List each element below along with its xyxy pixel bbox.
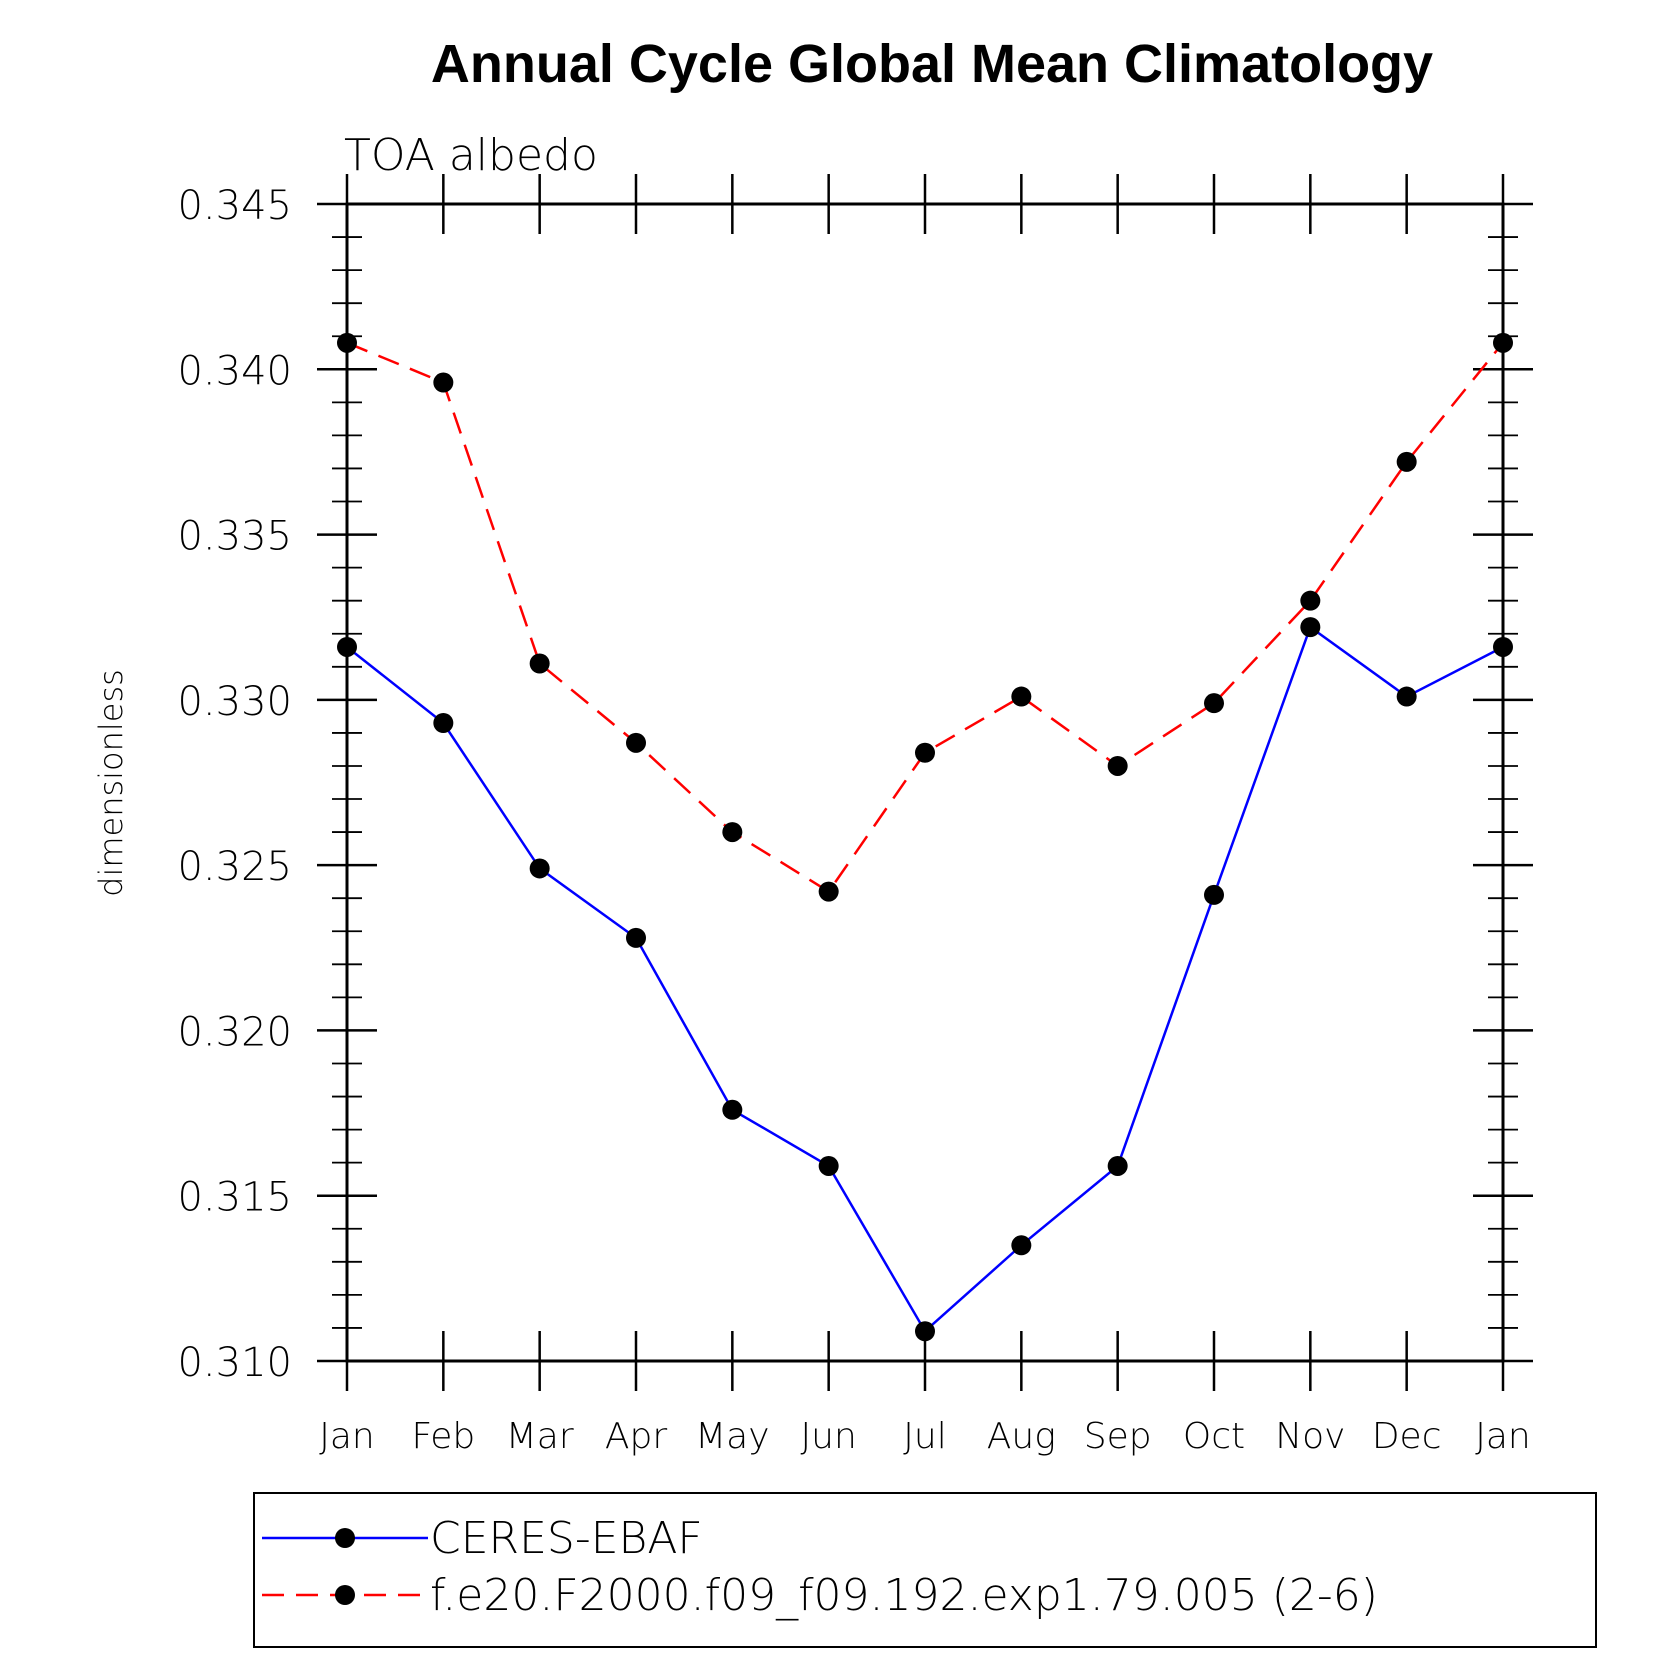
legend: CERES-EBAF f.e20.F2000.f09_f09.192.exp1.… xyxy=(253,1492,1597,1648)
legend-marker-model xyxy=(335,1585,355,1605)
series-0-point xyxy=(722,1099,743,1120)
x-tick-label: Feb xyxy=(411,1416,475,1457)
x-tick-label: Oct xyxy=(1183,1416,1245,1457)
series-0-point xyxy=(1011,1235,1032,1256)
series-1-point xyxy=(818,881,839,902)
x-tick-label: Jan xyxy=(1475,1416,1531,1457)
series-1-point xyxy=(1107,755,1128,776)
y-tick-label: 0.340 xyxy=(177,348,292,394)
series-1-point xyxy=(1011,686,1032,707)
x-tick-label: Dec xyxy=(1372,1416,1442,1457)
y-tick-label: 0.335 xyxy=(177,514,292,560)
chart-title: Annual Cycle Global Mean Climatology xyxy=(431,34,1433,94)
y-tick-label: 0.345 xyxy=(177,183,292,229)
x-tick-label: Jan xyxy=(319,1416,375,1457)
series-1-point xyxy=(1300,590,1321,611)
x-tick-label: Nov xyxy=(1275,1416,1345,1457)
x-tick-label: May xyxy=(695,1416,769,1457)
series-1-point xyxy=(529,653,550,674)
series-line-1 xyxy=(346,341,1504,894)
axis-ticks: 0.310 0.315 0.320 0.325 0.330 0.335 0.340 0.345… xyxy=(177,174,1533,1457)
legend-label-ceres: CERES-EBAF xyxy=(430,1513,703,1564)
y-tick-label: 0.310 xyxy=(177,1340,292,1386)
series-1-point xyxy=(915,742,935,763)
series-0-point xyxy=(1107,1155,1128,1176)
legend-box xyxy=(253,1492,1597,1648)
series-0-point xyxy=(915,1321,935,1342)
y-tick-label: 0.315 xyxy=(177,1175,292,1221)
legend-label-model: f.e20.F2000.f09_f09.192.exp1.79.005 (2-6… xyxy=(430,1570,1378,1621)
plot-frame xyxy=(345,202,1505,1363)
y-axis-label: dimensionless xyxy=(92,669,130,897)
series-0-point xyxy=(433,712,454,733)
series-0-point xyxy=(626,927,646,948)
plot-series xyxy=(337,332,1513,1342)
x-tick-label: Aug xyxy=(987,1416,1056,1457)
x-tick-label: Jun xyxy=(801,1416,857,1457)
series-0-point xyxy=(529,858,550,879)
x-tick-label: Apr xyxy=(605,1416,667,1457)
y-tick-label: 0.320 xyxy=(177,1009,292,1055)
x-tick-label: Sep xyxy=(1084,1416,1152,1457)
series-0-point xyxy=(818,1155,839,1176)
x-tick-label: Jul xyxy=(903,1416,946,1457)
series-1-point xyxy=(433,372,454,393)
series-line-0 xyxy=(346,625,1504,1334)
series-1-point xyxy=(722,822,743,843)
y-tick-label: 0.330 xyxy=(177,679,292,725)
legend-marker-ceres xyxy=(335,1528,355,1548)
series-0-point xyxy=(1204,884,1224,905)
series-0-point xyxy=(1396,686,1417,707)
series-1-point xyxy=(1396,451,1417,472)
series-1-point xyxy=(626,732,646,753)
x-tick-label: Mar xyxy=(506,1416,574,1457)
series-1-point xyxy=(1204,693,1224,714)
series-0-point xyxy=(1300,617,1321,638)
chart-subtitle: TOA albedo xyxy=(344,130,598,181)
y-tick-label: 0.325 xyxy=(177,844,292,890)
